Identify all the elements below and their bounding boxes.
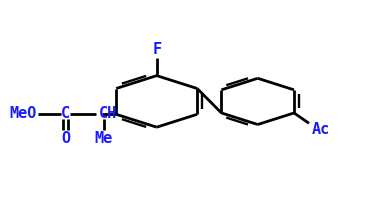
Text: O: O xyxy=(61,131,70,146)
Text: Ac: Ac xyxy=(312,122,331,137)
Text: F: F xyxy=(152,42,161,57)
Text: Me: Me xyxy=(95,131,113,146)
Text: CH: CH xyxy=(99,106,117,121)
Text: C: C xyxy=(61,106,70,121)
Text: MeO: MeO xyxy=(9,106,36,121)
